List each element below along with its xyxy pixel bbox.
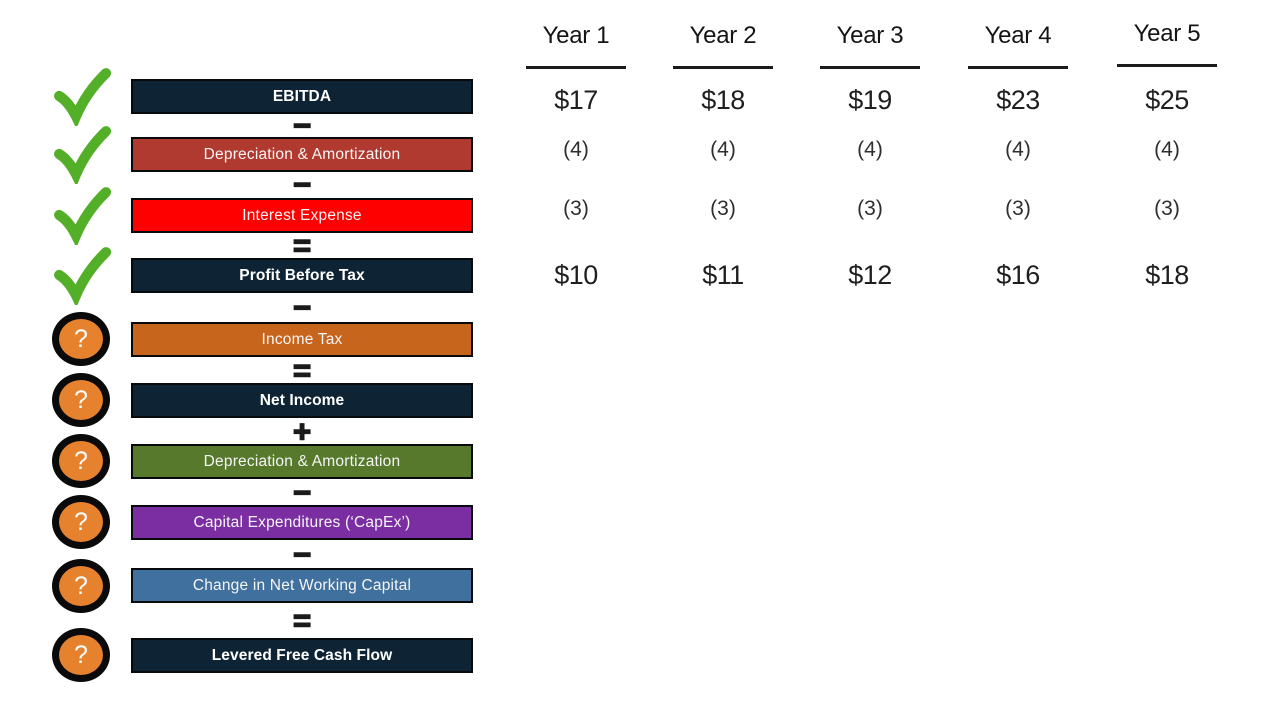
check-icon (54, 187, 112, 245)
column-underline (1117, 64, 1217, 67)
flow-bar-label-income-tax: Income Tax (261, 330, 343, 348)
minus-operator-icon: − (292, 536, 312, 572)
cell-interest-expense: (3) (1154, 197, 1180, 220)
flow-bar-label-change-net-working-capital: Change in Net Working Capital (192, 576, 412, 594)
cell-profit-before-tax: $10 (554, 260, 598, 290)
cell-ebitda: $19 (848, 85, 892, 115)
flow-bar-label-levered-free-cash-flow: Levered Free Cash Flow (211, 646, 393, 664)
minus-operator-icon: − (292, 474, 312, 510)
flow-bar-label-depreciation-amortization: Depreciation & Amortization (203, 145, 401, 163)
flow-bar-label-capital-expenditures: Capital Expenditures (‘CapEx’) (193, 513, 411, 531)
table-column-year4: Year 4 $23 (4) (3) $16 (953, 0, 1083, 320)
column-header: Year 1 (542, 22, 610, 49)
cell-depreciation: (4) (563, 138, 589, 161)
flow-bar-change-net-working-capital: Change in Net Working Capital (131, 568, 473, 603)
column-underline (673, 66, 773, 69)
cell-profit-before-tax: $12 (848, 260, 892, 290)
cell-depreciation: (4) (1154, 138, 1180, 161)
cell-ebitda: $25 (1145, 85, 1189, 115)
column-underline (526, 66, 626, 69)
plus-operator-icon: + (292, 413, 312, 449)
table-column-year2: Year 2 $18 (4) (3) $11 (658, 0, 788, 320)
cell-profit-before-tax: $11 (702, 260, 744, 290)
flow-bar-label-net-income: Net Income (259, 391, 345, 409)
check-icon (54, 68, 112, 126)
flow-bar-label-interest-expense: Interest Expense (242, 206, 362, 224)
column-header: Year 3 (836, 22, 904, 49)
column-header: Year 5 (1133, 20, 1201, 47)
equals-operator-icon: = (292, 352, 312, 388)
table-column-year1: Year 1 $17 (4) (3) $10 (511, 0, 641, 320)
flow-bar-profit-before-tax: Profit Before Tax (131, 258, 473, 293)
flow-bar-net-income: Net Income (131, 383, 473, 418)
flow-bar-capital-expenditures: Capital Expenditures (‘CapEx’) (131, 505, 473, 540)
cell-interest-expense: (3) (710, 197, 736, 220)
column-underline (820, 66, 920, 69)
flow-bar-label-profit-before-tax: Profit Before Tax (239, 266, 365, 284)
cell-ebitda: $17 (554, 85, 598, 115)
cell-interest-expense: (3) (563, 197, 589, 220)
flow-bar-depreciation-amortization: Depreciation & Amortization (131, 137, 473, 172)
check-icon (54, 126, 112, 184)
column-header: Year 4 (984, 22, 1052, 49)
cell-depreciation: (4) (857, 138, 883, 161)
table-column-year5: Year 5 $25 (4) (3) $18 (1102, 0, 1232, 320)
equals-operator-icon: = (292, 227, 312, 263)
minus-operator-icon: − (292, 289, 312, 325)
flow-bar-levered-free-cash-flow: Levered Free Cash Flow (131, 638, 473, 673)
check-stroke (54, 247, 112, 305)
table-column-year3: Year 3 $19 (4) (3) $12 (805, 0, 935, 320)
check-icon (54, 247, 112, 305)
cell-profit-before-tax: $18 (1145, 260, 1189, 290)
question-icon: ? (52, 628, 110, 682)
column-underline (968, 66, 1068, 69)
flow-bar-interest-expense: Interest Expense (131, 198, 473, 233)
question-icon: ? (52, 495, 110, 549)
cell-depreciation: (4) (1005, 138, 1031, 161)
check-stroke (54, 68, 112, 126)
check-stroke (54, 187, 112, 245)
column-header: Year 2 (689, 22, 757, 49)
flow-bar-label-depreciation-amortization-addback: Depreciation & Amortization (203, 452, 401, 470)
cell-ebitda: $18 (701, 85, 745, 115)
question-icon: ? (52, 559, 110, 613)
flow-bar-label-ebitda: EBITDA (272, 87, 332, 105)
question-icon: ? (52, 373, 110, 427)
cell-profit-before-tax: $16 (996, 260, 1040, 290)
question-icon: ? (52, 312, 110, 366)
minus-operator-icon: − (292, 107, 312, 143)
minus-operator-icon: − (292, 166, 312, 202)
flow-bar-income-tax: Income Tax (131, 322, 473, 357)
flow-bar-ebitda: EBITDA (131, 79, 473, 114)
check-stroke (54, 126, 112, 184)
cell-ebitda: $23 (996, 85, 1040, 115)
cell-depreciation: (4) (710, 138, 736, 161)
equals-operator-icon: = (292, 602, 312, 638)
flow-bar-depreciation-amortization-addback: Depreciation & Amortization (131, 444, 473, 479)
question-icon: ? (52, 434, 110, 488)
cell-interest-expense: (3) (1005, 197, 1031, 220)
cell-interest-expense: (3) (857, 197, 883, 220)
